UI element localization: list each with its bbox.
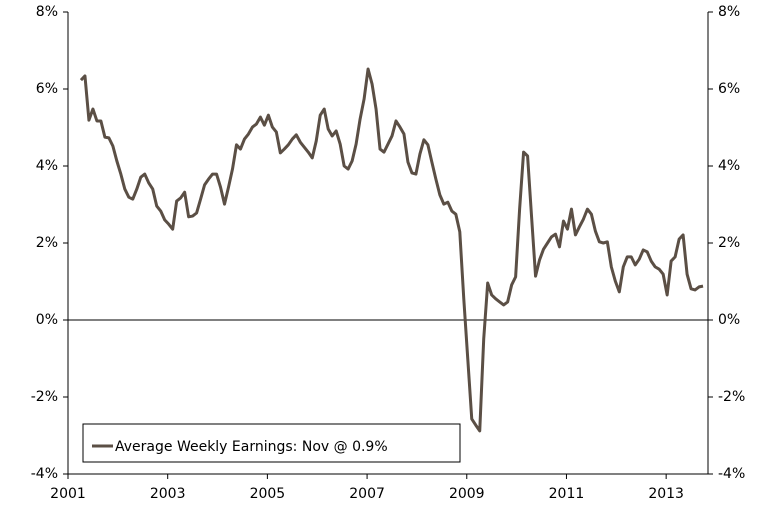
y-tick-label: -2% (31, 389, 58, 405)
y-tick-label: 4% (36, 158, 58, 174)
y2-tick-label: 4% (718, 158, 740, 174)
y-tick-label: 0% (36, 312, 58, 328)
x-tick-label: 2001 (50, 486, 86, 502)
y-tick-label: -4% (31, 466, 58, 482)
legend-box (82, 423, 461, 463)
x-tick-label: 2007 (349, 486, 385, 502)
y2-tick-label: 0% (718, 312, 740, 328)
y2-tick-label: -4% (718, 466, 745, 482)
x-tick-label: 2013 (648, 486, 684, 502)
y2-tick-label: 8% (718, 4, 740, 20)
y2-tick-label: 6% (718, 81, 740, 97)
x-tick-label: 2005 (250, 486, 286, 502)
y-tick-label: 6% (36, 81, 58, 97)
series-line (79, 67, 704, 433)
y2-tick-label: -2% (718, 389, 745, 405)
y-tick-label: 8% (36, 4, 58, 20)
y2-tick-label: 2% (718, 235, 740, 251)
y-tick-label: 2% (36, 235, 58, 251)
legend-label: Average Weekly Earnings: Nov @ 0.9% (115, 439, 388, 455)
x-tick-label: 2011 (549, 486, 585, 502)
x-tick-label: 2003 (150, 486, 186, 502)
x-tick-label: 2009 (449, 486, 485, 502)
